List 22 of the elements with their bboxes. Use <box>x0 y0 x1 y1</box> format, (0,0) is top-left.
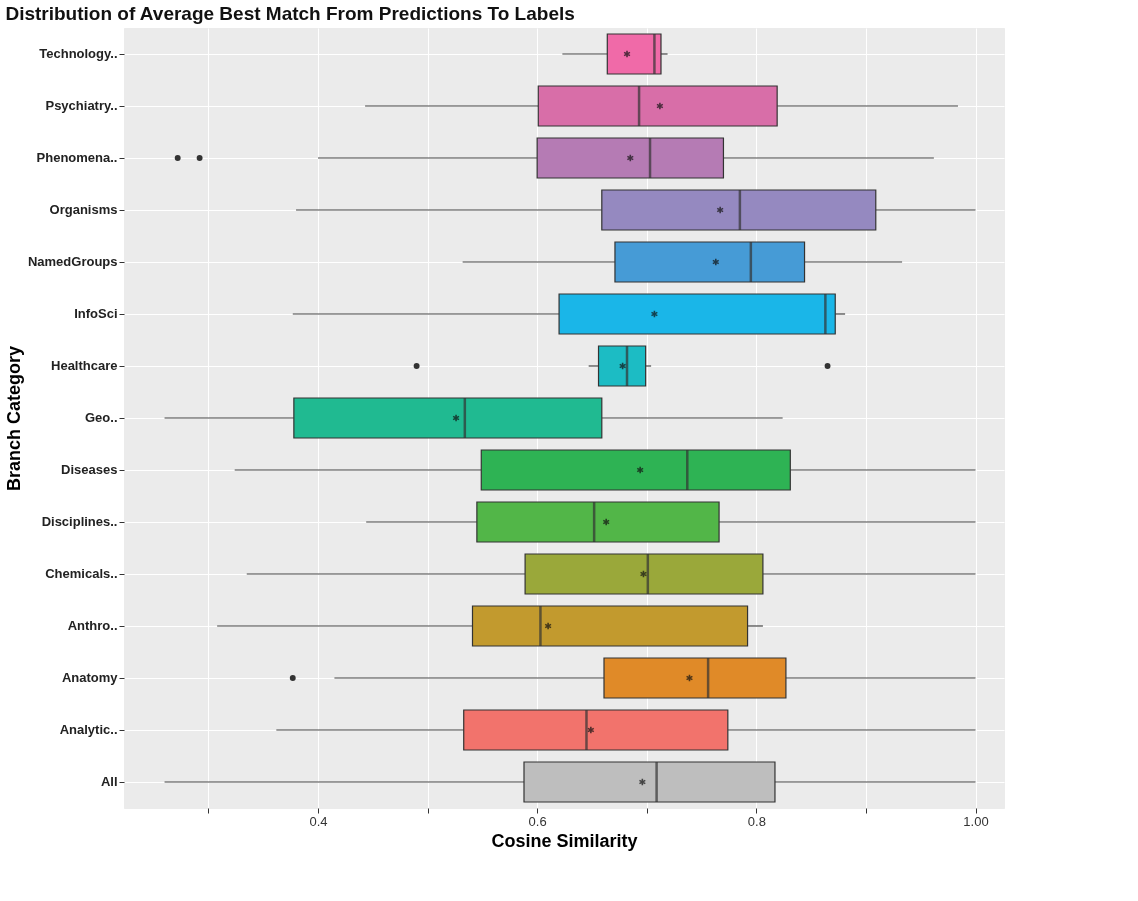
y-tick-label: Anatomy <box>61 670 119 685</box>
chart-title: Distribution of Average Best Match From Predictions To Labels <box>5 3 575 24</box>
y-tick-label: Diseases <box>61 462 118 477</box>
x-tick-label: 0.6 <box>528 813 547 829</box>
y-tick-label: Chemicals.. <box>45 566 118 581</box>
y-tick-label: InfoSci <box>74 306 118 321</box>
y-tick-label: NamedGroups <box>27 254 118 269</box>
x-axis-title: Cosine Similarity <box>491 830 638 851</box>
x-tick-label: 1.00 <box>963 813 989 829</box>
y-tick-label: Geo.. <box>84 410 118 425</box>
y-tick-label: Technology.. <box>39 46 118 61</box>
y-tick-label: Organisms <box>49 202 118 217</box>
y-tick-label: Disciplines.. <box>41 514 118 529</box>
x-tick-label: 0.4 <box>309 813 328 829</box>
x-tick-label: 0.8 <box>747 813 766 829</box>
y-tick-label: All <box>100 774 118 789</box>
y-tick-label: Healthcare <box>51 358 118 373</box>
y-tick-label: Psychiatry.. <box>45 98 118 113</box>
y-tick-label: Analytic.. <box>59 722 118 737</box>
y-axis-title: Branch Category <box>3 345 24 492</box>
y-tick-label: Phenomena.. <box>36 150 118 165</box>
y-tick-label: Anthro.. <box>67 618 118 633</box>
